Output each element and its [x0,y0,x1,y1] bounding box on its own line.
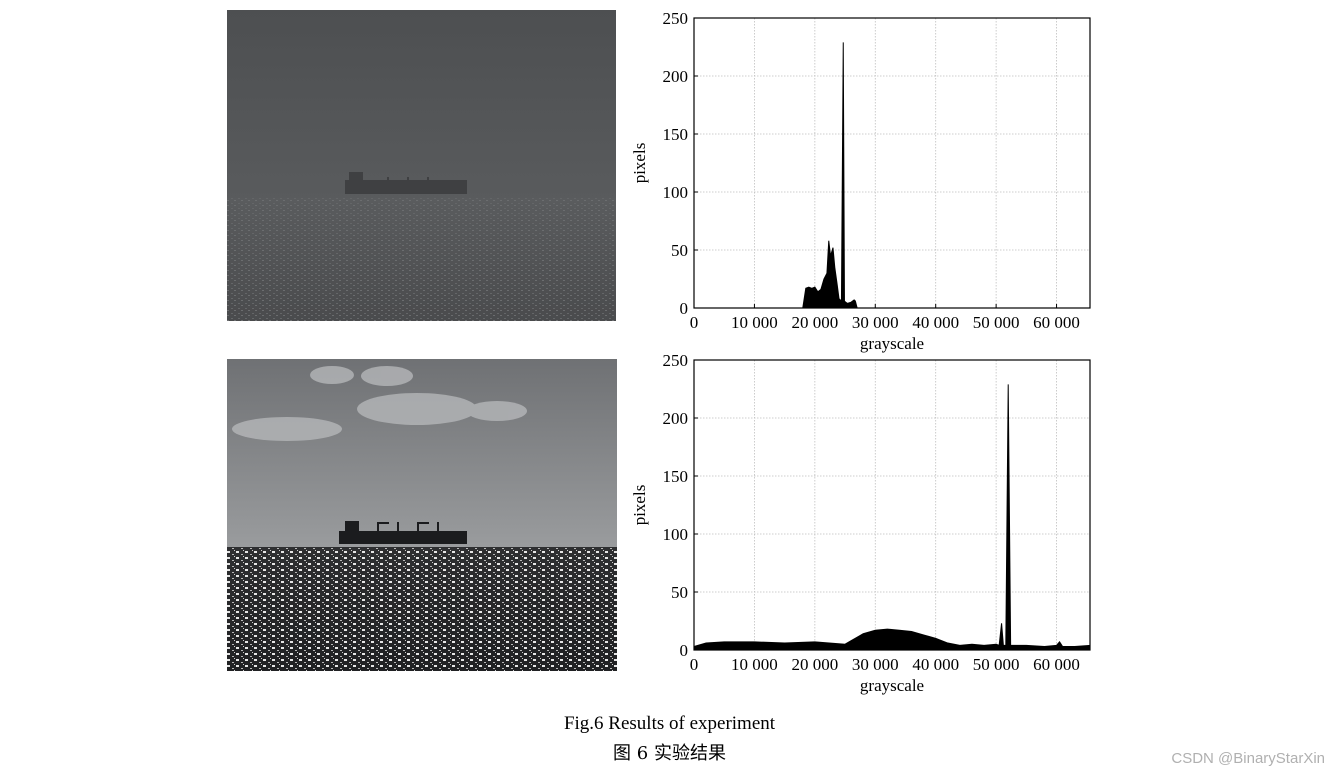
x-tick-label: 20 000 [791,313,838,332]
x-tick-label: 60 000 [1033,655,1080,674]
y-axis-label: pixels [630,143,649,184]
histogram-top: 0 10 000 20 000 30 000 40 000 50 000 60 000 0 50… [620,4,1110,356]
y-tick-label: 100 [663,183,689,202]
figure-caption-english: Fig.6 Results of experiment [563,713,776,734]
x-tick-label: 10 000 [731,313,778,332]
x-tick-label: 0 [690,655,699,674]
histogram-series-area [694,42,1090,309]
histogram-svg: 0 10 000 20 000 30 000 40 000 50 000 60 000 0 50… [630,9,1091,353]
y-tick-label: 200 [663,67,689,86]
y-tick-label: 0 [680,299,689,318]
enhanced-sea-image [227,359,617,671]
x-axis-label: grayscale [860,334,924,353]
y-tick-label: 50 [671,241,688,260]
watermark: CSDN @BinaryStarXin [1171,750,1325,767]
x-tick-label: 40 000 [912,313,959,332]
y-tick-label: 150 [663,467,689,486]
x-axis-label: grayscale [860,676,924,695]
low-contrast-sea-image [227,10,616,321]
y-tick-label: 0 [680,641,689,660]
x-tick-label: 60 000 [1033,313,1080,332]
y-axis-label: pixels [630,485,649,526]
plot-frame [693,17,1091,309]
x-tick-label: 50 000 [973,655,1020,674]
x-tick-label: 20 000 [791,655,838,674]
x-tick-label: 30 000 [852,313,899,332]
y-tick-label: 50 [671,583,688,602]
x-tick-label: 10 000 [731,655,778,674]
x-tick-label: 50 000 [973,313,1020,332]
y-tick-label: 250 [663,351,689,370]
y-tick-label: 100 [663,525,689,544]
y-tick-label: 200 [663,409,689,428]
plot-frame [693,359,1091,651]
y-tick-label: 150 [663,125,689,144]
y-tick-label: 250 [663,9,689,28]
histogram-bottom: 0 10 000 20 000 30 000 40 000 50 000 60 000 0 50… [620,346,1110,698]
histogram-series-area [693,384,1091,651]
figure-caption-chinese: 图 6 实验结果 [613,743,726,764]
x-tick-label: 40 000 [912,655,959,674]
histogram-svg: 0 10 000 20 000 30 000 40 000 50 000 60 000 0 50… [630,351,1091,695]
x-tick-label: 0 [690,313,699,332]
x-tick-label: 30 000 [852,655,899,674]
